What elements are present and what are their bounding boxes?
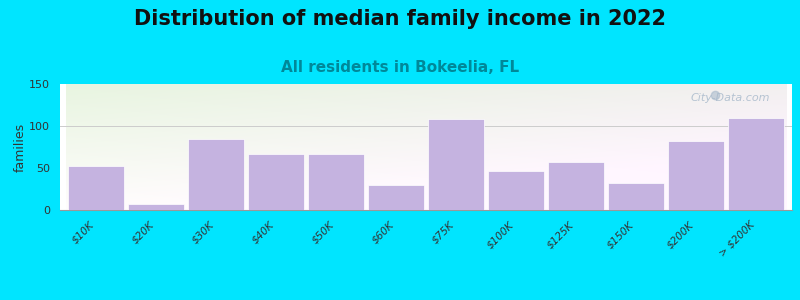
- Bar: [549, 162, 604, 210]
- Bar: [429, 119, 483, 210]
- Bar: [309, 154, 363, 210]
- Bar: [728, 118, 784, 210]
- Text: All residents in Bokeelia, FL: All residents in Bokeelia, FL: [281, 60, 519, 75]
- Bar: [249, 154, 304, 210]
- Bar: [189, 139, 244, 210]
- Bar: [128, 204, 184, 210]
- Bar: [488, 171, 544, 210]
- Text: City-Data.com: City-Data.com: [690, 93, 770, 103]
- Y-axis label: families: families: [14, 122, 26, 172]
- Bar: [608, 183, 664, 210]
- Bar: [369, 185, 424, 210]
- Text: Distribution of median family income in 2022: Distribution of median family income in …: [134, 9, 666, 29]
- Bar: [669, 141, 724, 210]
- Bar: [68, 166, 123, 210]
